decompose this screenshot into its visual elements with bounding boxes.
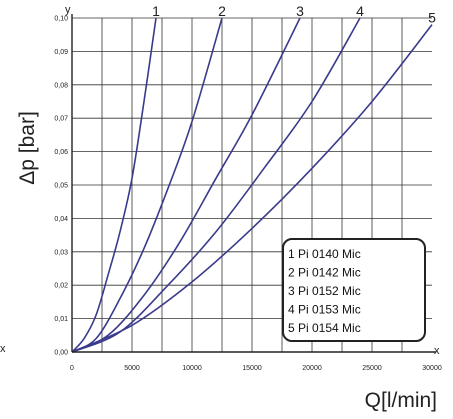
series-line-5: [71, 24, 433, 353]
y-tick-label: 0,04: [54, 216, 68, 223]
curve-label-2: 2: [218, 3, 226, 19]
legend-entry-4: 4 Pi 0153 Mic: [288, 303, 361, 317]
y-tick-label: 0,05: [54, 183, 68, 190]
y-axis-title: Δp [bar]: [16, 111, 39, 185]
curve-label-5: 5: [428, 10, 436, 26]
axes: [71, 14, 436, 353]
legend-entry-5: 5 Pi 0154 Mic: [288, 321, 361, 335]
x-axis-letter: x: [434, 345, 440, 357]
y-tick-label: 0,03: [54, 249, 68, 256]
y-tick-label: 0,06: [54, 149, 68, 156]
x-tick-label: 30000: [422, 365, 442, 372]
x-tick-label: 0: [70, 365, 74, 372]
legend: 1 Pi 0140 Mic 2 Pi 0142 Mic 3 Pi 0152 Mic 4…: [282, 238, 426, 342]
x-tick-label: 10000: [182, 365, 202, 372]
legend-entry-1: 1 Pi 0140 Mic: [288, 247, 361, 261]
x-tick-label: 25000: [362, 365, 382, 372]
legend-entry-2: 2 Pi 0142 Mic: [288, 266, 361, 280]
y-tick-label: 0,02: [54, 283, 68, 290]
y-tick-label: 0,10: [54, 16, 68, 23]
y-axis-letter: y: [65, 4, 71, 16]
legend-entry-3: 3 Pi 0152 Mic: [288, 284, 361, 298]
x-tick-label: 5000: [124, 365, 140, 372]
y-tick-label: 0,00: [54, 350, 68, 357]
curve-label-1: 1: [152, 3, 160, 19]
labels: 0,00 0,01 0,02 0,03 0,04 0,05 0,06 0,07 0,08 0,09…: [54, 3, 441, 372]
curves: [71, 17, 433, 353]
series-line-1: [71, 17, 157, 353]
curve-label-3: 3: [296, 3, 304, 19]
x-tick-label: 20000: [302, 365, 322, 372]
y-tick-label: 0,09: [54, 49, 68, 56]
y-tick-label: 0,07: [54, 116, 68, 123]
series-line-3: [71, 17, 301, 353]
left-edge-letter: x: [0, 343, 6, 355]
x-axis-title: Q[l/min]: [365, 389, 437, 412]
series-line-2: [71, 17, 223, 353]
x-tick-label: 15000: [242, 365, 262, 372]
legend-box: [282, 238, 426, 342]
curve-label-4: 4: [356, 3, 364, 19]
y-tick-label: 0,01: [54, 316, 68, 323]
y-tick-label: 0,08: [54, 82, 68, 89]
